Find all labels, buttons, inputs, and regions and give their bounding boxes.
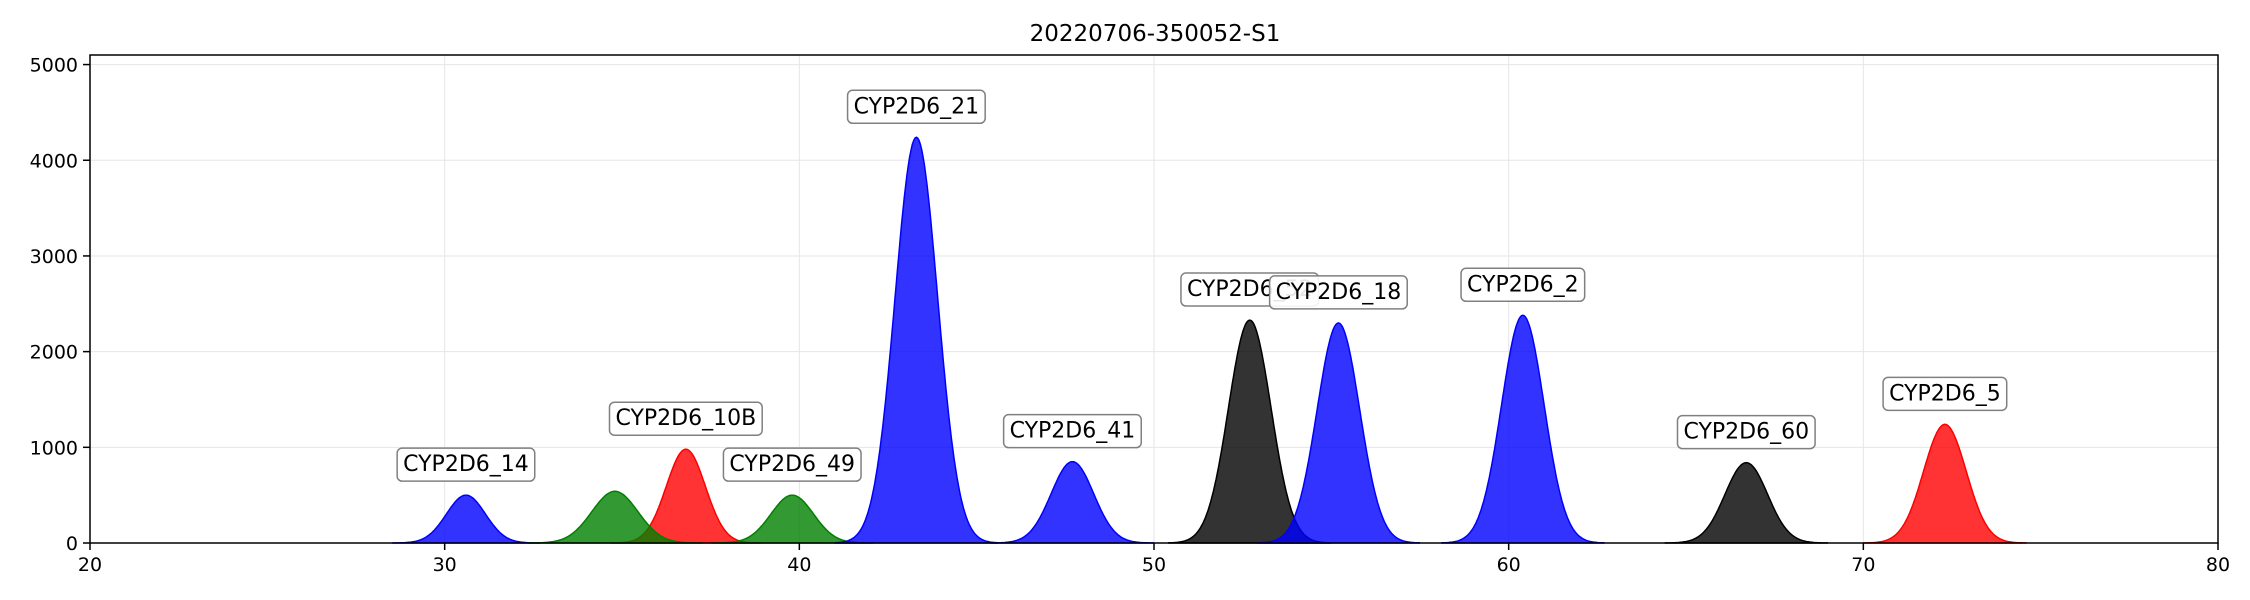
y-tick-label: 1000 (30, 437, 78, 459)
peak-label: CYP2D6_41 (1002, 413, 1142, 449)
peak-label: CYP2D6_49 (722, 447, 862, 482)
peak-label-box (1460, 267, 1586, 303)
peak-area (1256, 322, 1421, 544)
peak-area (391, 494, 541, 544)
peak-label-box (1268, 275, 1408, 310)
y-tick-label: 0 (66, 533, 78, 555)
peak-label-text: CYP2D6_10B (615, 406, 756, 431)
peak-area (1664, 461, 1828, 544)
peak-label: CYP2D6_60 (1676, 414, 1816, 450)
peak-label-box (1676, 414, 1816, 450)
y-tick-label: 4000 (30, 150, 78, 172)
x-tick-label: 50 (1142, 554, 1166, 576)
peak-label-box (608, 401, 763, 436)
peak-label-box (722, 447, 862, 482)
y-tick-label: 2000 (30, 342, 78, 364)
peak-label-text: CYP2D6_5 (1889, 381, 2001, 406)
axis-ticks: 20 30 40 50 60 70 80 0 1000 2000 3000 4000 5000 (30, 55, 2230, 576)
x-tick-label: 60 (1497, 554, 1521, 576)
peak-label-text: CYP2D6_14 (403, 452, 529, 477)
peak-label: CYP2D6_14 (396, 447, 536, 482)
peak-label: CYP2D6_2 (1460, 267, 1586, 303)
peak-label: CYP2D6_21 (846, 89, 986, 125)
peak-labels: CYP2D6_14 CYP2D6_10B CYP2D6_49 CYP2D6_21 CYP… (396, 89, 2008, 482)
peak-area (834, 136, 998, 544)
y-tick-label: 5000 (30, 55, 78, 77)
peak-area (990, 460, 1155, 544)
peak-label-text: CYP2D6_21 (854, 94, 980, 119)
peak-area (1441, 314, 1605, 544)
peak-label: CYP2D6_10B (608, 401, 763, 436)
chart-title: 20220706-350052-S1 (1030, 21, 1281, 47)
peak-areas (391, 136, 2027, 544)
x-tick-label: 40 (787, 554, 811, 576)
peak-label-box (846, 89, 986, 125)
peak-area (1863, 423, 2027, 544)
x-tick-label: 80 (2206, 554, 2230, 576)
y-tick-label: 3000 (30, 246, 78, 268)
peak-label-box (1002, 413, 1142, 449)
peak-label-box (396, 447, 536, 482)
peak-label-text: CYP2D6_18 (1276, 280, 1402, 305)
peak-label-text: CYP2D6_2 (1467, 272, 1579, 297)
x-tick-label: 70 (1851, 554, 1875, 576)
x-tick-label: 20 (78, 554, 102, 576)
peak-label: CYP2D6_18 (1268, 275, 1408, 310)
peak-label: CYP2D6_5 (1882, 376, 2008, 412)
peak-label-text: CYP2D6_41 (1010, 419, 1136, 444)
peak-label-text: CYP2D6_49 (729, 452, 855, 477)
peak-area (527, 490, 703, 544)
peak-label-box (1882, 376, 2008, 412)
peak-label-text: CYP2D6_60 (1683, 420, 1809, 445)
x-tick-label: 30 (433, 554, 457, 576)
